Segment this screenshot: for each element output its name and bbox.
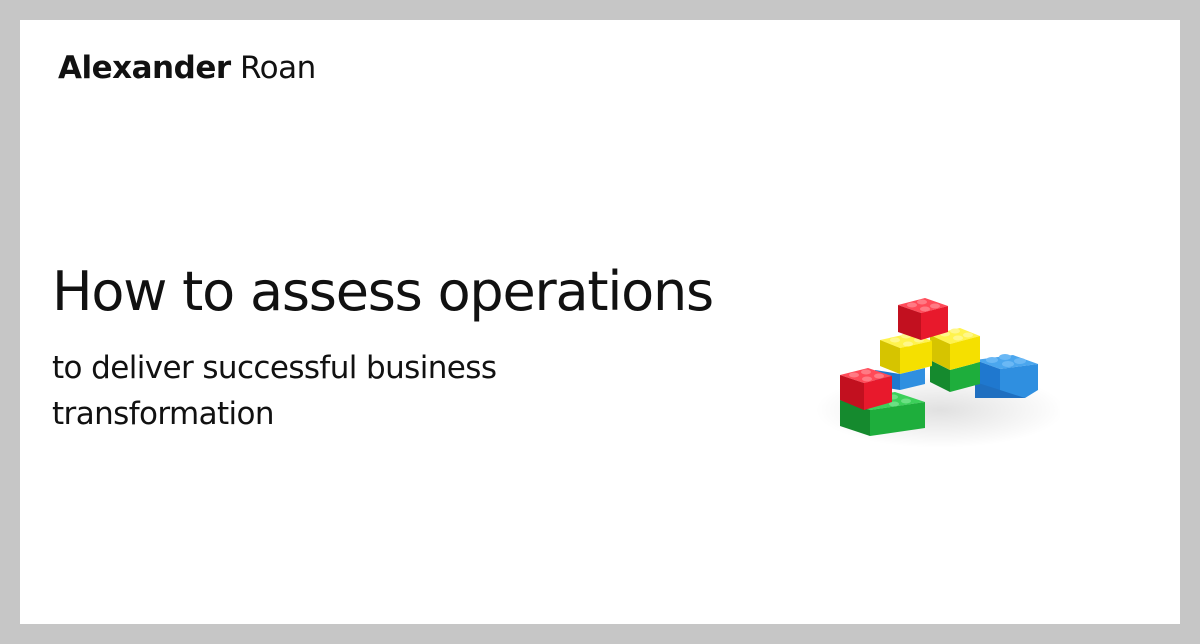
blue-brick-right xyxy=(975,354,1038,398)
author-first-name: Alexander xyxy=(58,50,231,86)
cover-card: Alexander Roan How to assess operations … xyxy=(20,20,1180,624)
yellow-brick-left xyxy=(880,333,932,374)
page-subtitle: to deliver successful business transform… xyxy=(52,345,612,437)
red-brick-top xyxy=(898,298,948,340)
subtitle-line-2: transformation xyxy=(52,396,275,432)
subtitle-line-1: to deliver successful business xyxy=(52,350,497,386)
red-brick-left xyxy=(840,368,892,410)
green-brick-middle xyxy=(930,360,980,392)
author-last-name: Roan xyxy=(240,50,316,86)
yellow-brick-right xyxy=(930,328,980,370)
author-name: Alexander Roan xyxy=(58,50,316,86)
page-title: How to assess operations xyxy=(52,260,714,323)
toy-bricks-illustration xyxy=(815,298,1060,448)
